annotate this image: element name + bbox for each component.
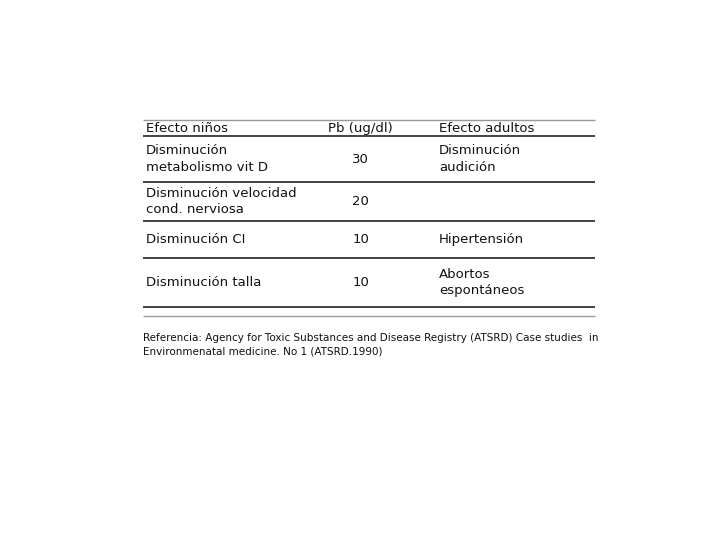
Text: Efecto niños: Efecto niños	[145, 122, 228, 134]
Text: Abortos
espontáneos: Abortos espontáneos	[438, 268, 524, 297]
Text: 20: 20	[352, 195, 369, 208]
Text: Referencia: Agency for Toxic Substances and Disease Registry (ATSRD) Case studie: Referencia: Agency for Toxic Substances …	[143, 333, 598, 356]
Text: Hipertensión: Hipertensión	[438, 233, 524, 246]
Text: 30: 30	[352, 153, 369, 166]
Text: Disminución CI: Disminución CI	[145, 233, 246, 246]
Text: Pb (ug/dl): Pb (ug/dl)	[328, 122, 393, 134]
Text: 10: 10	[352, 276, 369, 289]
Text: Disminución
audición: Disminución audición	[438, 144, 521, 174]
Text: Disminución velocidad
cond. nerviosa: Disminución velocidad cond. nerviosa	[145, 187, 297, 217]
Text: Disminución
metabolismo vit D: Disminución metabolismo vit D	[145, 144, 268, 174]
Text: Disminución talla: Disminución talla	[145, 276, 261, 289]
Text: 10: 10	[352, 233, 369, 246]
Text: Efecto adultos: Efecto adultos	[438, 122, 534, 134]
